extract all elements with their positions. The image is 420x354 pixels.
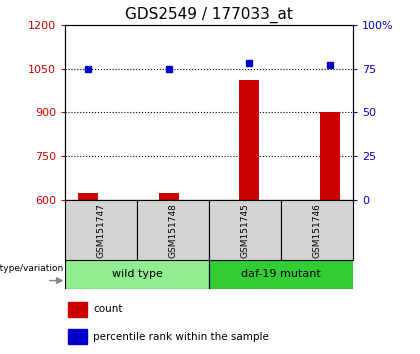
Bar xyxy=(281,200,353,260)
Text: GSM151747: GSM151747 xyxy=(97,202,105,258)
Text: count: count xyxy=(93,304,123,314)
Bar xyxy=(209,200,281,260)
Text: GSM151746: GSM151746 xyxy=(312,202,321,258)
Title: GDS2549 / 177033_at: GDS2549 / 177033_at xyxy=(125,7,293,23)
Text: wild type: wild type xyxy=(112,269,163,279)
Bar xyxy=(65,260,209,289)
Bar xyxy=(209,260,353,289)
Bar xyxy=(68,329,87,344)
Bar xyxy=(239,80,259,200)
Text: percentile rank within the sample: percentile rank within the sample xyxy=(93,332,269,342)
Bar xyxy=(65,200,137,260)
Bar xyxy=(159,193,179,200)
Text: genotype/variation: genotype/variation xyxy=(0,264,64,273)
Bar xyxy=(78,193,98,200)
Bar xyxy=(320,113,340,200)
Text: GSM151748: GSM151748 xyxy=(168,202,178,258)
Text: GSM151745: GSM151745 xyxy=(240,202,249,258)
Text: daf-19 mutant: daf-19 mutant xyxy=(241,269,321,279)
Bar xyxy=(68,302,87,317)
Bar xyxy=(137,200,209,260)
